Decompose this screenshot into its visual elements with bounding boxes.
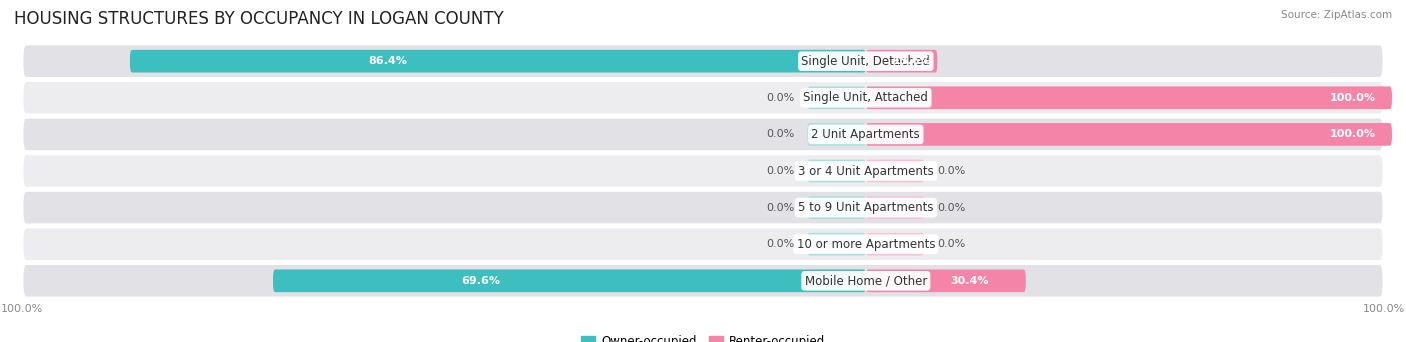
Text: 2 Unit Apartments: 2 Unit Apartments <box>811 128 920 141</box>
Text: Source: ZipAtlas.com: Source: ZipAtlas.com <box>1281 10 1392 20</box>
Legend: Owner-occupied, Renter-occupied: Owner-occupied, Renter-occupied <box>576 330 830 342</box>
FancyBboxPatch shape <box>807 123 866 146</box>
Text: 13.6%: 13.6% <box>893 56 932 66</box>
FancyBboxPatch shape <box>866 233 924 255</box>
Text: 69.6%: 69.6% <box>461 276 501 286</box>
Text: 0.0%: 0.0% <box>766 239 794 249</box>
FancyBboxPatch shape <box>22 154 1384 188</box>
FancyBboxPatch shape <box>807 196 866 219</box>
FancyBboxPatch shape <box>807 160 866 182</box>
FancyBboxPatch shape <box>866 50 938 73</box>
Text: 10 or more Apartments: 10 or more Apartments <box>797 238 935 251</box>
Text: Mobile Home / Other: Mobile Home / Other <box>804 274 927 287</box>
FancyBboxPatch shape <box>866 160 924 182</box>
FancyBboxPatch shape <box>807 233 866 255</box>
FancyBboxPatch shape <box>866 87 1392 109</box>
Text: 5 to 9 Unit Apartments: 5 to 9 Unit Apartments <box>799 201 934 214</box>
Text: 0.0%: 0.0% <box>936 202 965 213</box>
FancyBboxPatch shape <box>273 269 866 292</box>
Text: 0.0%: 0.0% <box>766 202 794 213</box>
Text: 0.0%: 0.0% <box>936 166 965 176</box>
FancyBboxPatch shape <box>866 123 1392 146</box>
Text: Single Unit, Detached: Single Unit, Detached <box>801 55 931 68</box>
FancyBboxPatch shape <box>22 44 1384 78</box>
Text: 0.0%: 0.0% <box>766 93 794 103</box>
Text: 100.0%: 100.0% <box>1329 93 1375 103</box>
Text: 0.0%: 0.0% <box>936 239 965 249</box>
FancyBboxPatch shape <box>866 196 924 219</box>
FancyBboxPatch shape <box>22 264 1384 298</box>
FancyBboxPatch shape <box>866 269 1026 292</box>
Text: HOUSING STRUCTURES BY OCCUPANCY IN LOGAN COUNTY: HOUSING STRUCTURES BY OCCUPANCY IN LOGAN… <box>14 10 503 28</box>
Text: Single Unit, Attached: Single Unit, Attached <box>803 91 928 104</box>
Text: 0.0%: 0.0% <box>766 129 794 140</box>
Text: 100.0%: 100.0% <box>1329 129 1375 140</box>
Text: 86.4%: 86.4% <box>368 56 406 66</box>
FancyBboxPatch shape <box>22 118 1384 151</box>
Text: 30.4%: 30.4% <box>950 276 988 286</box>
Text: 3 or 4 Unit Apartments: 3 or 4 Unit Apartments <box>799 165 934 177</box>
FancyBboxPatch shape <box>129 50 866 73</box>
FancyBboxPatch shape <box>22 227 1384 261</box>
FancyBboxPatch shape <box>22 81 1384 115</box>
FancyBboxPatch shape <box>807 87 866 109</box>
FancyBboxPatch shape <box>22 191 1384 224</box>
Text: 0.0%: 0.0% <box>766 166 794 176</box>
